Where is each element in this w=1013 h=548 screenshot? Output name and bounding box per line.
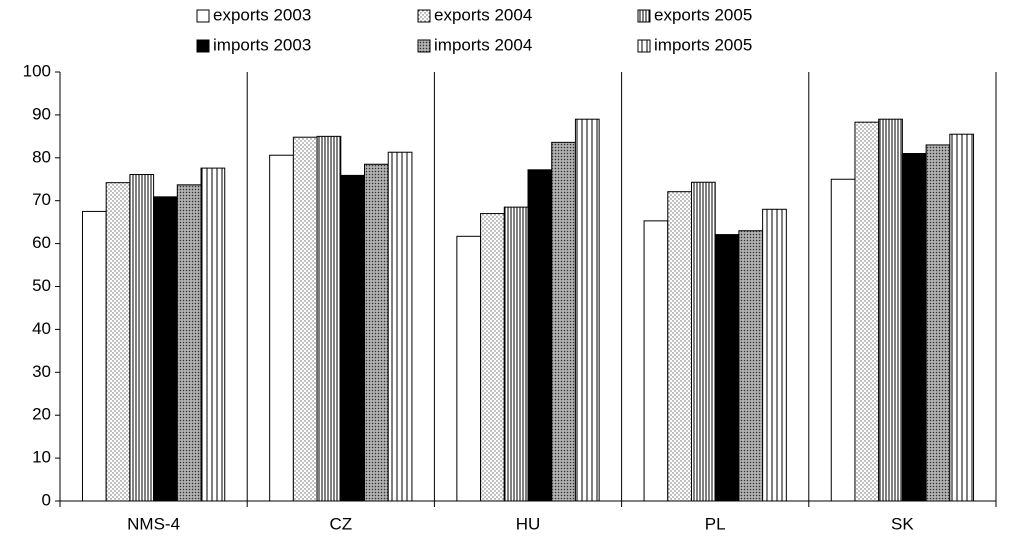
bar bbox=[643, 220, 669, 502]
y-tick-label: 10 bbox=[32, 448, 51, 467]
bar bbox=[105, 182, 131, 502]
legend-swatch bbox=[637, 9, 651, 23]
y-tick-label: 20 bbox=[32, 405, 51, 424]
bar bbox=[527, 169, 553, 502]
x-tick-label: NMS-4 bbox=[127, 514, 180, 533]
y-tick-label: 60 bbox=[32, 233, 51, 252]
y-tick-label: 80 bbox=[32, 147, 51, 166]
bar bbox=[901, 153, 927, 502]
bar bbox=[714, 234, 740, 502]
bar bbox=[387, 151, 413, 502]
x-tick-label: SK bbox=[891, 514, 914, 533]
bar bbox=[551, 141, 576, 502]
bar bbox=[153, 196, 178, 502]
legend-swatch bbox=[637, 39, 651, 53]
bar bbox=[878, 118, 903, 502]
bar bbox=[316, 135, 342, 502]
y-tick-label: 90 bbox=[32, 104, 51, 123]
bar bbox=[949, 133, 975, 502]
bar bbox=[200, 167, 226, 502]
bar bbox=[480, 213, 505, 502]
bar bbox=[456, 235, 482, 502]
legend-label: exports 2004 bbox=[434, 5, 532, 24]
y-tick-label: 50 bbox=[32, 276, 51, 295]
y-tick-label: 30 bbox=[32, 362, 51, 381]
bar bbox=[176, 184, 202, 502]
bar bbox=[854, 121, 880, 502]
y-tick-label: 40 bbox=[32, 319, 51, 338]
bar bbox=[830, 178, 856, 502]
legend-label: imports 2003 bbox=[213, 35, 311, 54]
x-tick-label: CZ bbox=[329, 514, 352, 533]
bar bbox=[762, 208, 787, 502]
bar bbox=[667, 191, 692, 502]
x-tick-label: HU bbox=[516, 514, 541, 533]
bar bbox=[340, 174, 366, 502]
y-tick-label: 100 bbox=[23, 61, 51, 80]
bar bbox=[574, 118, 600, 502]
bar bbox=[690, 181, 716, 502]
x-tick-label: PL bbox=[705, 514, 726, 533]
legend-label: imports 2005 bbox=[654, 35, 752, 54]
legend-label: imports 2004 bbox=[434, 35, 532, 54]
bar bbox=[503, 206, 529, 502]
bar bbox=[269, 154, 294, 502]
legend-swatch bbox=[417, 9, 431, 23]
bar bbox=[81, 210, 107, 502]
bar bbox=[738, 230, 764, 502]
legend-swatch bbox=[196, 9, 210, 23]
bar bbox=[364, 163, 389, 502]
bar bbox=[292, 136, 318, 502]
bar bbox=[129, 174, 155, 502]
legend-label: exports 2005 bbox=[654, 5, 752, 24]
legend-label: exports 2003 bbox=[213, 5, 311, 24]
bar bbox=[925, 144, 951, 502]
y-tick-label: 70 bbox=[32, 190, 51, 209]
legend-swatch bbox=[417, 39, 431, 53]
y-tick-label: 0 bbox=[42, 490, 51, 509]
legend-swatch bbox=[196, 39, 210, 53]
